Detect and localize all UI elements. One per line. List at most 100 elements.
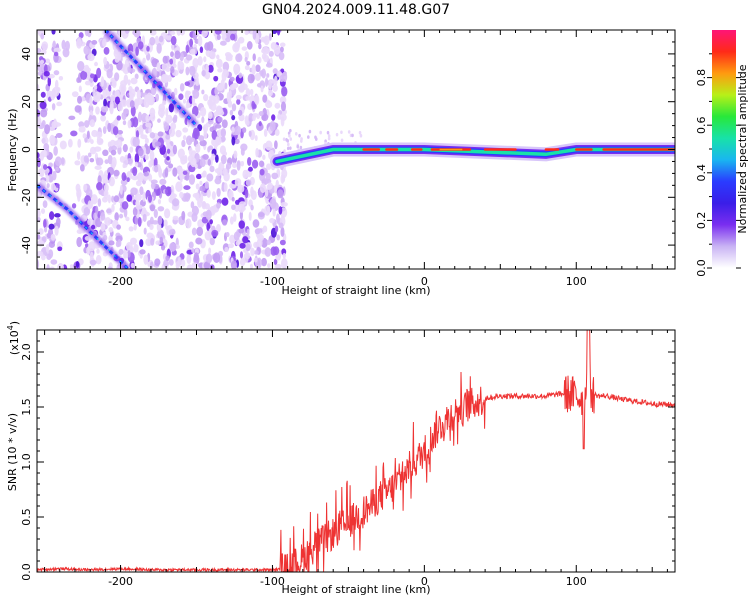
noise-speckle <box>42 200 48 209</box>
noise-speckle <box>203 261 211 269</box>
colorbar-tick-label: 0.8 <box>695 69 708 87</box>
noise-speckle <box>97 198 102 207</box>
noise-speckle <box>242 127 247 133</box>
noise-speckle <box>123 207 128 218</box>
noise-speckle <box>163 121 170 132</box>
noise-speckle <box>314 135 317 140</box>
noise-speckle <box>46 264 50 269</box>
noise-speckle <box>119 184 123 195</box>
noise-speckle <box>219 40 227 46</box>
noise-speckle <box>276 234 281 241</box>
noise-speckle <box>207 119 214 125</box>
noise-speckle <box>209 51 216 60</box>
noise-speckle <box>184 90 190 101</box>
noise-speckle <box>182 127 189 133</box>
noise-speckle <box>280 173 285 184</box>
noise-speckle <box>50 90 56 101</box>
noise-speckle <box>82 133 87 139</box>
noise-speckle <box>76 38 82 49</box>
noise-speckle <box>137 41 144 50</box>
noise-speckle <box>268 79 272 90</box>
noise-speckle <box>192 89 200 99</box>
noise-speckle <box>280 101 287 112</box>
noise-speckle <box>71 203 77 209</box>
noise-speckle <box>126 177 130 182</box>
noise-speckle <box>90 139 94 145</box>
noise-speckle <box>102 126 107 135</box>
noise-speckle <box>294 131 298 136</box>
noise-speckle <box>96 67 102 79</box>
noise-speckle <box>83 120 90 128</box>
noise-speckle <box>225 37 231 43</box>
noise-speckle <box>84 80 91 86</box>
noise-speckle <box>125 216 130 222</box>
noise-speckle <box>201 201 207 210</box>
spectrogram-xlabel: Height of straight line (km) <box>281 284 430 297</box>
noise-speckle <box>287 142 290 147</box>
noise-speckle <box>179 173 183 183</box>
noise-speckle <box>184 81 191 87</box>
noise-speckle <box>135 180 142 187</box>
noise-speckle <box>139 186 144 196</box>
noise-speckle <box>172 144 178 155</box>
x-tick-label: -100 <box>260 275 285 288</box>
noise-speckle <box>146 232 154 239</box>
noise-speckle <box>195 237 203 245</box>
noise-speckle <box>123 175 127 181</box>
noise-speckle <box>220 128 227 138</box>
noise-speckle <box>257 56 262 64</box>
noise-speckle <box>165 255 170 261</box>
noise-speckle <box>224 247 229 253</box>
noise-speckle <box>87 53 95 62</box>
noise-speckle <box>208 247 212 255</box>
noise-speckle <box>44 226 48 233</box>
noise-speckle <box>262 154 266 161</box>
noise-speckle <box>160 244 166 251</box>
noise-speckle <box>149 204 156 212</box>
noise-speckle <box>196 226 204 237</box>
noise-speckle <box>89 119 95 128</box>
noise-speckle <box>53 146 58 156</box>
noise-speckle <box>189 137 196 142</box>
noise-speckle <box>114 72 120 82</box>
noise-speckle <box>231 126 235 133</box>
noise-speckle <box>236 160 241 171</box>
noise-speckle <box>93 85 98 90</box>
noise-speckle <box>40 149 48 158</box>
noise-speckle <box>187 193 191 199</box>
noise-speckle <box>358 130 362 135</box>
noise-speckle <box>115 235 123 242</box>
noise-speckle <box>74 160 81 166</box>
noise-speckle <box>204 181 210 189</box>
noise-speckle <box>261 115 267 121</box>
noise-speckle <box>250 204 254 211</box>
noise-speckle <box>274 263 282 269</box>
noise-speckle <box>263 35 270 46</box>
noise-speckle <box>132 136 140 148</box>
noise-speckle <box>83 155 89 163</box>
noise-speckle <box>38 228 44 235</box>
noise-speckle <box>251 159 259 169</box>
noise-speckle <box>131 175 139 181</box>
snr-multiplier-base: (x10 <box>8 330 21 355</box>
noise-speckle <box>206 222 211 232</box>
noise-speckle <box>153 209 158 219</box>
noise-speckle <box>185 218 192 229</box>
noise-speckle <box>259 168 265 176</box>
noise-speckle <box>271 202 279 212</box>
noise-speckle <box>162 55 168 64</box>
noise-speckle <box>148 126 152 134</box>
noise-speckle <box>68 115 76 121</box>
noise-speckle <box>264 205 271 216</box>
noise-speckle <box>84 64 90 72</box>
noise-speckle <box>110 149 117 156</box>
noise-speckle <box>102 178 110 184</box>
noise-speckle <box>39 101 47 110</box>
noise-speckle <box>266 239 272 245</box>
noise-speckle <box>278 222 284 229</box>
noise-speckle <box>177 257 181 268</box>
noise-speckle <box>130 105 136 117</box>
noise-speckle <box>231 103 237 112</box>
noise-speckle <box>150 179 158 185</box>
noise-speckle <box>205 253 213 264</box>
